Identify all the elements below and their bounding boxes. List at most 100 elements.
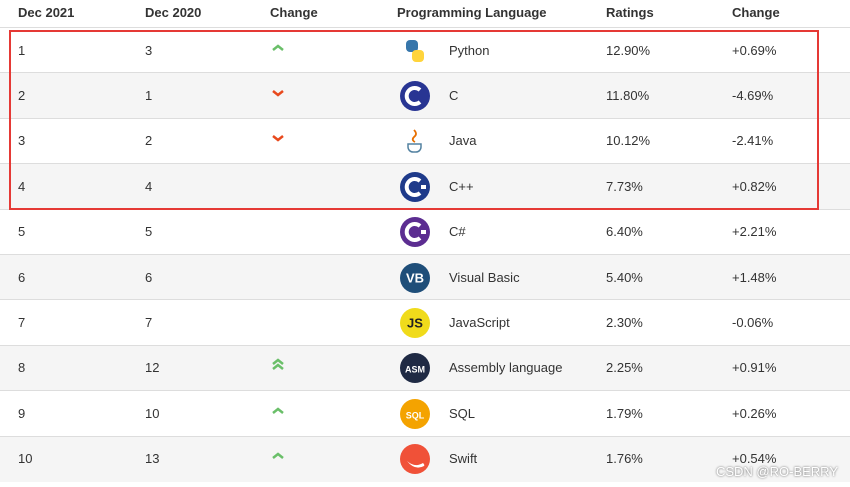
change: -2.41% [732,133,774,149]
prev: 10 [145,405,160,421]
prev: 3 [145,42,153,58]
language-logo [400,217,430,248]
chevron [272,363,284,371]
ratings: 12.90% [606,42,651,58]
logo-part [404,86,422,107]
rank: 6 [18,269,26,285]
language-logo [400,444,430,475]
language-logo [400,81,430,112]
table-row: 5 5 C# 6.40% +2.21% [0,208,850,255]
logo-part [400,171,430,202]
prev: 5 [145,224,153,240]
change: +0.69% [732,42,777,58]
logo-text: VB [406,270,424,285]
prev: 6 [145,269,153,285]
trend-icon [272,135,284,143]
ratings: 2.30% [606,315,643,331]
logo-part [400,353,430,384]
chevron [272,90,284,97]
prev: 7 [145,315,153,331]
logo-text: ASM [405,365,425,375]
language-logo [400,171,430,202]
logo-part [400,308,430,339]
language-logo [406,39,424,62]
ratings: 11.80% [606,88,650,104]
table-row: 10 13 Swift 1.76% +0.54% [0,435,850,482]
highlight-box [9,30,819,210]
logo-part [421,184,426,189]
logo-part [404,176,422,197]
column-header: Dec 2021 [18,5,75,20]
logo-part [400,262,430,293]
language-name: Swift [449,451,478,467]
language-name: Java [449,133,477,149]
table-row: 3 2 Java 10.12% -2.41% [0,117,850,165]
logo-part [411,129,417,144]
ratings: 10.12% [606,133,651,149]
rank: 7 [18,315,26,331]
chevron [272,44,284,51]
language-logo [407,129,422,154]
table-row: 6 6 Visual Basic 5.40% +1.48% VB [0,254,850,301]
change: -0.06% [732,315,774,331]
ratings: 1.79% [606,405,643,421]
logo-part [412,49,424,62]
prev: 13 [145,451,160,467]
table-row: 4 4 C++ 7.73% +0.82% [0,163,850,210]
chevron [272,452,284,460]
trend-icon [272,452,284,460]
rank: 3 [18,133,26,149]
trend-icon [272,358,284,371]
prev: 2 [145,133,153,149]
ratings: 1.76% [606,451,643,467]
column-header: Change [732,5,780,20]
logo-part [407,461,425,468]
change: +0.91% [732,360,777,376]
language-name: Python [449,42,490,58]
rank: 9 [18,405,26,421]
logo-text: SQL [406,410,425,420]
rank: 10 [18,451,33,467]
ratings: 5.40% [606,269,643,285]
language-logo: JS [400,308,430,339]
column-header: Dec 2020 [145,5,202,20]
rank: 4 [18,178,26,194]
change: +0.54% [732,451,777,467]
rank: 2 [18,88,26,104]
logo-part [407,143,422,154]
logo-part [400,81,430,112]
logo-part [404,222,422,243]
trend-icon [272,90,284,97]
logo-text: JS [407,316,423,331]
ratings: 6.40% [606,224,643,240]
language-name: C++ [449,178,474,194]
change: +0.82% [732,178,777,194]
rank: 8 [18,360,26,376]
change: +2.21% [732,224,777,240]
change: +1.48% [732,269,777,285]
language-name: Visual Basic [449,269,520,285]
column-header: Programming Language [397,5,547,20]
change: +0.26% [732,405,777,421]
column-header: Ratings [606,5,654,20]
logo-part [400,444,430,475]
language-name: C [449,88,459,104]
chevron [272,358,284,366]
language-name: JavaScript [449,315,510,331]
language-name: C# [449,224,466,240]
logo-part [400,217,430,248]
table-row: 9 10 SQL 1.79% +0.26% SQL [0,390,850,437]
column-header: Change [270,5,318,20]
table-row: 7 7 JavaScript 2.30% -0.06% JS [0,299,850,346]
logo-part [421,230,426,235]
prev: 1 [145,88,153,104]
prev: 12 [145,360,160,376]
language-name: Assembly language [449,360,563,376]
language-name: SQL [449,405,476,421]
prev: 4 [145,178,153,194]
rank: 5 [18,224,26,240]
language-logo: SQL [400,398,430,429]
language-logo: ASM [400,353,430,384]
change: -4.69% [732,88,774,104]
